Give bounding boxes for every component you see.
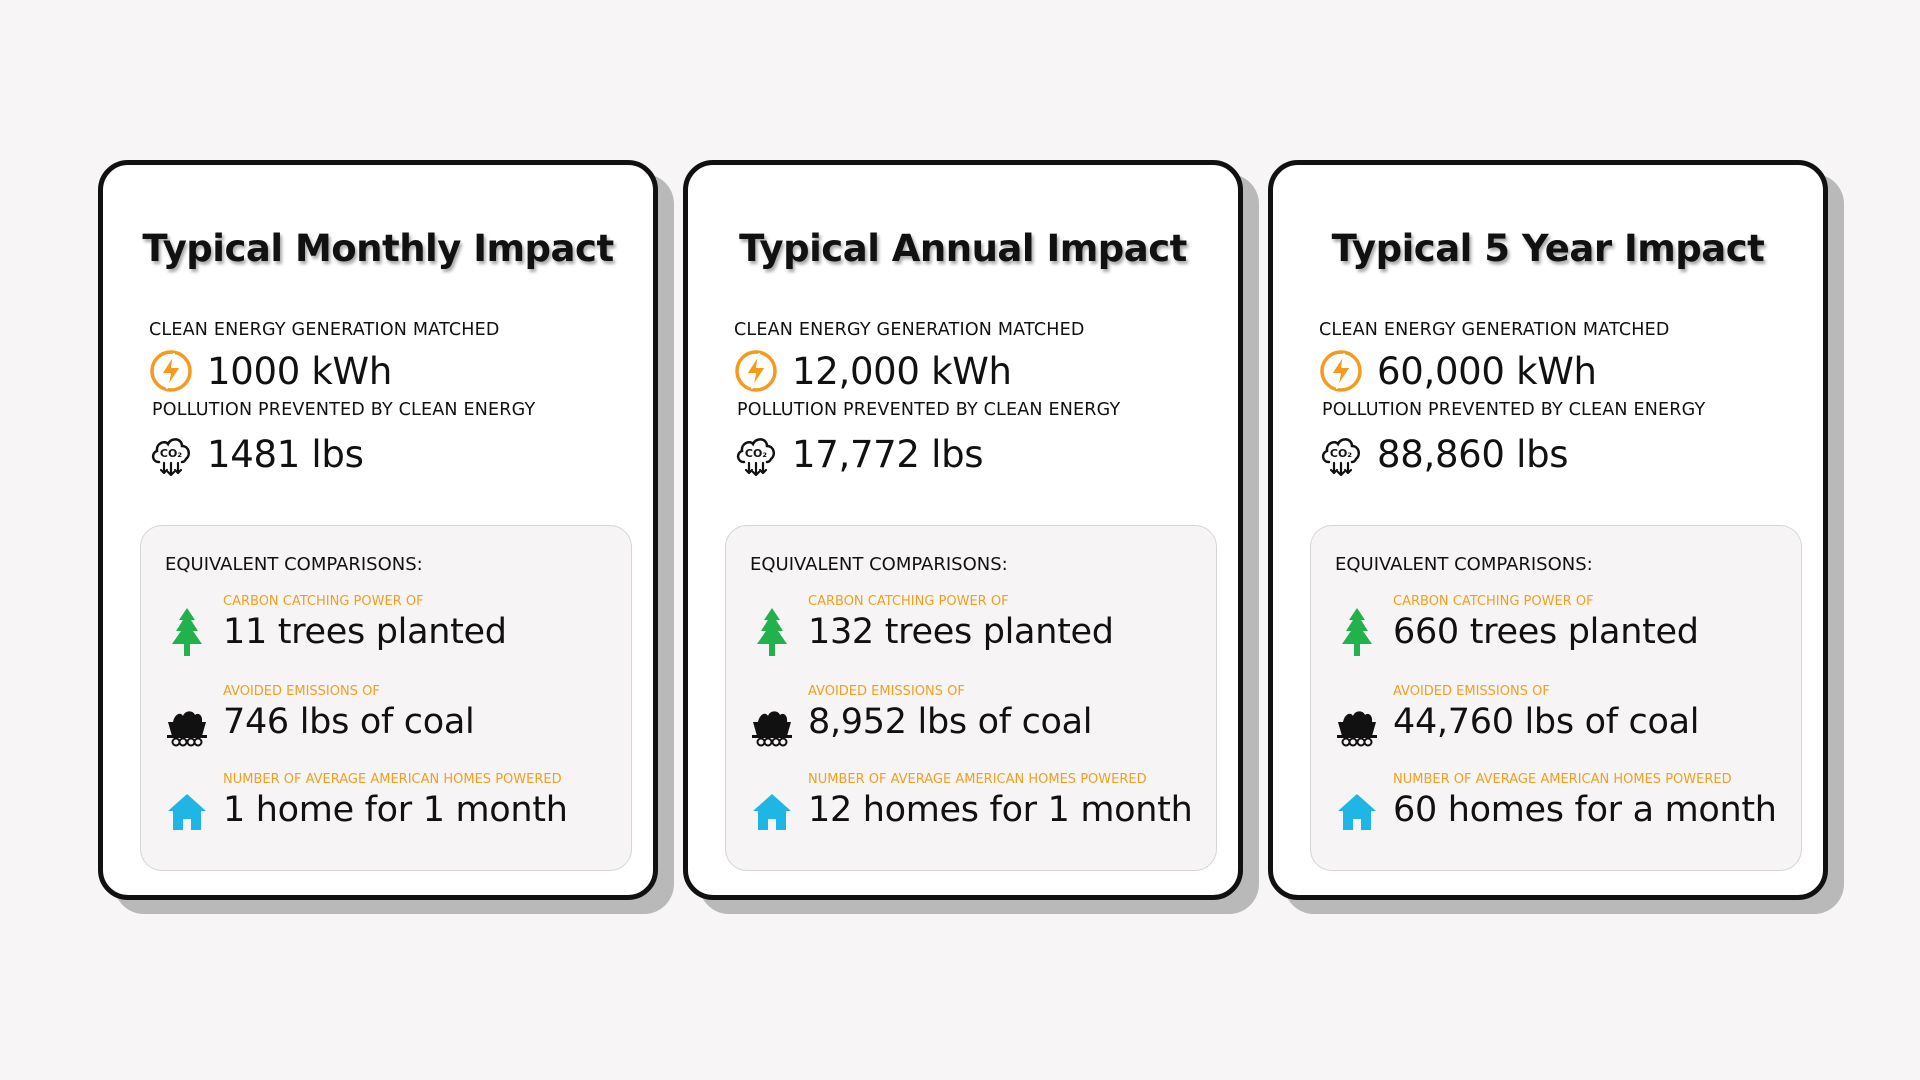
- monthly-impact-card: Typical Monthly Impact CLEAN ENERGY GENE…: [98, 160, 658, 900]
- trees-label: CARBON CATCHING POWER OF: [223, 594, 424, 609]
- lightning-bolt-icon: [150, 350, 192, 392]
- pollution-label: POLLUTION PREVENTED BY CLEAN ENERGY: [737, 400, 1121, 420]
- homes-value: 12 homes for 1 month: [808, 790, 1193, 830]
- co2-cloud-icon: CO₂: [1321, 438, 1361, 477]
- comparisons-heading: EQUIVALENT COMPARISONS:: [1335, 554, 1593, 575]
- pollution-stat: CO₂ 17,772 lbs: [732, 430, 984, 478]
- comparisons-panel: EQUIVALENT COMPARISONS: CARBON CATCHING …: [725, 525, 1217, 871]
- lightning-bolt-icon: [1320, 350, 1362, 392]
- homes-value: 60 homes for a month: [1393, 790, 1777, 830]
- pollution-label: POLLUTION PREVENTED BY CLEAN ENERGY: [152, 400, 536, 420]
- co2-cloud-icon: CO₂: [736, 438, 776, 477]
- pine-tree-icon: [1342, 608, 1372, 656]
- comparisons-heading: EQUIVALENT COMPARISONS:: [750, 554, 1008, 575]
- card-title: Typical Annual Impact: [739, 227, 1187, 270]
- house-icon: [168, 794, 206, 830]
- trees-value: 11 trees planted: [223, 612, 507, 652]
- energy-value: 12,000 kWh: [792, 349, 1012, 393]
- energy-label: CLEAN ENERGY GENERATION MATCHED: [149, 320, 500, 340]
- energy-label: CLEAN ENERGY GENERATION MATCHED: [1319, 320, 1670, 340]
- coal-value: 8,952 lbs of coal: [808, 702, 1093, 742]
- coal-value: 746 lbs of coal: [223, 702, 475, 742]
- homes-label: NUMBER OF AVERAGE AMERICAN HOMES POWERED: [808, 772, 1147, 787]
- trees-value: 660 trees planted: [1393, 612, 1699, 652]
- pine-tree-icon: [172, 608, 202, 656]
- card-title: Typical Monthly Impact: [142, 227, 614, 270]
- co2-cloud-icon: CO₂: [151, 438, 191, 477]
- lightning-bolt-icon: [735, 350, 777, 392]
- pine-tree-icon: [757, 608, 787, 656]
- coal-cart-icon: [167, 711, 207, 747]
- coal-label: AVOIDED EMISSIONS OF: [223, 684, 380, 699]
- svg-text:CO₂: CO₂: [745, 447, 767, 460]
- pollution-label: POLLUTION PREVENTED BY CLEAN ENERGY: [1322, 400, 1706, 420]
- energy-stat: 60,000 kWh: [1317, 347, 1597, 395]
- pollution-stat: CO₂ 88,860 lbs: [1317, 430, 1569, 478]
- coal-cart-icon: [1337, 711, 1377, 747]
- trees-label: CARBON CATCHING POWER OF: [1393, 594, 1594, 609]
- house-icon: [1338, 794, 1376, 830]
- homes-label: NUMBER OF AVERAGE AMERICAN HOMES POWERED: [223, 772, 562, 787]
- energy-value: 1000 kWh: [207, 349, 392, 393]
- comparisons-panel: EQUIVALENT COMPARISONS: CARBON CATCHING …: [140, 525, 632, 871]
- comparisons-panel: EQUIVALENT COMPARISONS: CARBON CATCHING …: [1310, 525, 1802, 871]
- pollution-stat: CO₂ 1481 lbs: [147, 430, 364, 478]
- card-title: Typical 5 Year Impact: [1331, 227, 1765, 270]
- coal-cart-icon: [752, 711, 792, 747]
- svg-text:CO₂: CO₂: [1330, 447, 1352, 460]
- homes-value: 1 home for 1 month: [223, 790, 568, 830]
- energy-label: CLEAN ENERGY GENERATION MATCHED: [734, 320, 1085, 340]
- energy-stat: 12,000 kWh: [732, 347, 1012, 395]
- house-icon: [753, 794, 791, 830]
- energy-value: 60,000 kWh: [1377, 349, 1597, 393]
- comparisons-heading: EQUIVALENT COMPARISONS:: [165, 554, 423, 575]
- pollution-value: 17,772 lbs: [792, 432, 984, 476]
- svg-text:CO₂: CO₂: [160, 447, 182, 460]
- annual-impact-card: Typical Annual Impact CLEAN ENERGY GENER…: [683, 160, 1243, 900]
- homes-label: NUMBER OF AVERAGE AMERICAN HOMES POWERED: [1393, 772, 1732, 787]
- five-year-impact-card: Typical 5 Year Impact CLEAN ENERGY GENER…: [1268, 160, 1828, 900]
- energy-stat: 1000 kWh: [147, 347, 392, 395]
- pollution-value: 1481 lbs: [207, 432, 364, 476]
- coal-label: AVOIDED EMISSIONS OF: [1393, 684, 1550, 699]
- pollution-value: 88,860 lbs: [1377, 432, 1569, 476]
- trees-label: CARBON CATCHING POWER OF: [808, 594, 1009, 609]
- coal-value: 44,760 lbs of coal: [1393, 702, 1700, 742]
- coal-label: AVOIDED EMISSIONS OF: [808, 684, 965, 699]
- trees-value: 132 trees planted: [808, 612, 1114, 652]
